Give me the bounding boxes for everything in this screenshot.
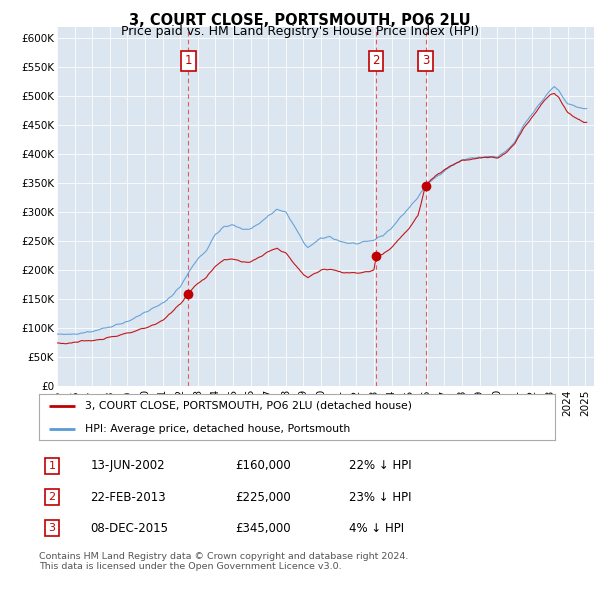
Text: 08-DEC-2015: 08-DEC-2015 <box>91 522 169 535</box>
Text: 3: 3 <box>49 523 55 533</box>
Text: Contains HM Land Registry data © Crown copyright and database right 2024.
This d: Contains HM Land Registry data © Crown c… <box>39 552 409 571</box>
Text: 4% ↓ HPI: 4% ↓ HPI <box>349 522 404 535</box>
Text: 1: 1 <box>49 461 55 471</box>
Text: 22-FEB-2013: 22-FEB-2013 <box>91 490 166 504</box>
Text: 3, COURT CLOSE, PORTSMOUTH, PO6 2LU: 3, COURT CLOSE, PORTSMOUTH, PO6 2LU <box>129 13 471 28</box>
Text: 1: 1 <box>185 54 192 67</box>
Text: £225,000: £225,000 <box>235 490 291 504</box>
Text: 3, COURT CLOSE, PORTSMOUTH, PO6 2LU (detached house): 3, COURT CLOSE, PORTSMOUTH, PO6 2LU (det… <box>85 401 412 411</box>
Text: 2: 2 <box>373 54 380 67</box>
Text: £345,000: £345,000 <box>235 522 291 535</box>
Text: £160,000: £160,000 <box>235 460 291 473</box>
Text: 23% ↓ HPI: 23% ↓ HPI <box>349 490 411 504</box>
Text: 3: 3 <box>422 54 429 67</box>
Text: 13-JUN-2002: 13-JUN-2002 <box>91 460 165 473</box>
Text: 2: 2 <box>49 492 55 502</box>
Text: 22% ↓ HPI: 22% ↓ HPI <box>349 460 411 473</box>
Text: Price paid vs. HM Land Registry's House Price Index (HPI): Price paid vs. HM Land Registry's House … <box>121 25 479 38</box>
Text: HPI: Average price, detached house, Portsmouth: HPI: Average price, detached house, Port… <box>85 424 350 434</box>
